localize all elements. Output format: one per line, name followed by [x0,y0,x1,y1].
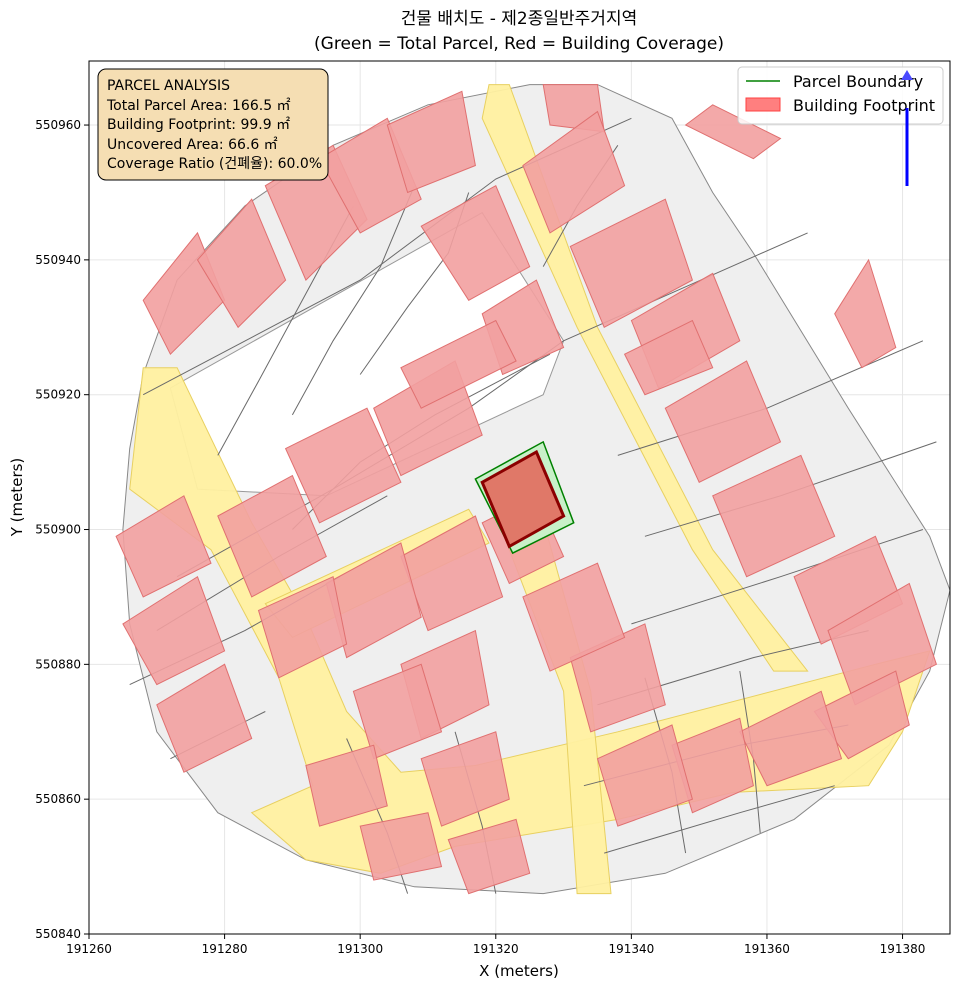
context-building [115,495,212,598]
y-tick-label: 550840 [35,927,81,941]
y-tick-label: 550860 [35,792,81,806]
x-tick-label: 191260 [66,942,112,956]
context-building [359,812,443,881]
context-building [712,454,836,578]
tick-layer: 191260 191280 191300 191320 191340 191360 1913… [35,118,925,956]
context-building [596,724,694,827]
legend-building-swatch [745,97,781,112]
info-box-line: Uncovered Area: 66.6 ㎡ [107,137,278,153]
x-tick-label: 191380 [880,942,926,956]
context-building [522,562,626,672]
info-box-line: Coverage Ratio (건폐율): 60.0% [107,156,322,172]
x-tick-label: 191340 [608,942,654,956]
legend-building-label: Building Footprint [793,96,935,115]
legend-parcel-label: Parcel Boundary [793,72,923,91]
map-layer [115,84,950,895]
x-tick-label: 191320 [473,942,519,956]
x-tick-label: 191360 [744,942,790,956]
context-building [156,663,253,773]
legend: Parcel Boundary Building Footprint [737,66,944,125]
info-box-line: Total Parcel Area: 166.5 ㎡ [106,98,291,114]
y-tick-label: 550900 [35,523,81,537]
context-building [739,690,843,787]
target-building [480,449,566,549]
context-building [834,258,897,369]
axes-frame [88,60,951,935]
info-box-line: PARCEL ANALYSIS [107,78,230,94]
context-building [420,731,510,827]
north-arrow [901,70,913,186]
context-building [217,474,327,598]
context-building [284,407,402,524]
legend-frame [737,66,944,125]
context-building [684,104,782,160]
north-arrow-head [901,70,913,80]
x-tick-label: 191280 [202,942,248,956]
context-building [623,319,714,396]
x-axis-label: X (meters) [479,962,559,980]
context-building [664,360,782,483]
context-building [827,582,938,706]
context-building [569,198,694,329]
lot-boundary-line [617,340,924,456]
context-building [196,198,287,329]
chart-title-line2: (Green = Total Parcel, Red = Building Co… [314,34,724,54]
lot-boundary-line [604,785,835,854]
context-building [305,744,388,827]
context-building [352,663,443,760]
context-building [386,90,476,194]
x-tick-label: 191300 [337,942,383,956]
context-building [400,319,517,409]
context-building [257,575,348,679]
context-building [122,575,226,686]
y-axis-label: Y (meters) [8,458,26,538]
context-building [420,184,531,301]
chart-title-line1: 건물 배치도 - 제2종일반주거지역 [401,9,637,29]
context-building [447,818,531,895]
info-box-background [97,68,329,181]
y-tick-label: 550920 [35,388,81,402]
context-building [400,515,504,632]
context-building [522,110,626,234]
parcel-info-box: PARCEL ANALYSIS Total Parcel Area: 166.5… [97,68,329,181]
y-tick-label: 550940 [35,253,81,267]
lot-boundary-line [291,185,415,416]
y-tick-label: 550960 [35,118,81,132]
info-box-line: Building Footprint: 99.9 ㎡ [107,117,290,133]
y-tick-label: 550880 [35,657,81,671]
